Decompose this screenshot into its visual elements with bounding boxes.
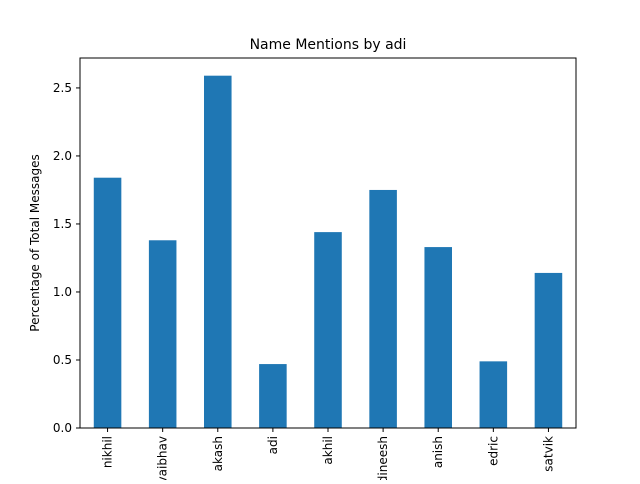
bar-nikhil — [93, 177, 122, 428]
y-tick-label: 1.0 — [53, 285, 72, 299]
y-axis-label: Percentage of Total Messages — [28, 154, 42, 331]
x-tick-label: dineesh — [376, 436, 390, 480]
y-axis-ticks: 0.0 0.5 1.0 1.5 2.0 2.5 — [53, 81, 80, 435]
chart-title: Name Mentions by adi — [250, 37, 407, 53]
x-tick-label: vaibhav — [156, 436, 170, 480]
bar-adi — [259, 364, 287, 428]
bars-group — [93, 75, 563, 428]
x-axis-ticks: nikhil vaibhav akash adi akhil dineesh anish ed… — [101, 428, 555, 483]
y-tick-label: 0.5 — [53, 353, 72, 367]
x-tick-label: edric — [486, 436, 500, 466]
x-tick-label: akhil — [321, 436, 335, 465]
bar-akhil — [314, 232, 342, 428]
y-tick-label: 2.5 — [53, 81, 72, 95]
x-tick-label: adi — [266, 436, 280, 454]
x-tick-label: anish — [431, 436, 445, 468]
bar-dineesh — [369, 189, 397, 428]
bar-vaibhav — [148, 240, 177, 428]
bar-akash — [204, 75, 232, 428]
y-tick-label: 1.5 — [53, 217, 72, 231]
y-tick-label: 0.0 — [53, 421, 72, 435]
bar-anish — [424, 247, 452, 428]
y-tick-label: 2.0 — [53, 149, 72, 163]
bar-satvik — [534, 272, 563, 428]
x-tick-label: satvik — [541, 436, 555, 472]
x-tick-label: akash — [211, 436, 225, 471]
plot-area-frame — [79, 57, 577, 429]
x-tick-label: nikhil — [101, 436, 115, 468]
bar-edric — [479, 361, 508, 428]
